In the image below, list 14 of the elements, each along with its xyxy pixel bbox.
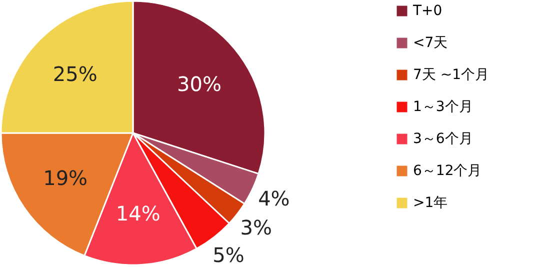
legend-label: <7天	[413, 35, 448, 51]
data-label: 5%	[212, 243, 244, 267]
legend-label: 7天 ~1个月	[413, 67, 489, 83]
legend-label: >1年	[413, 195, 448, 211]
data-label: 19%	[43, 166, 88, 190]
legend-label: T+0	[412, 3, 442, 19]
data-label: 4%	[258, 186, 290, 210]
data-label: 30%	[176, 72, 222, 96]
legend-label: 6～12个月	[413, 163, 482, 179]
data-label: 14%	[116, 202, 160, 226]
data-label: 3%	[240, 215, 272, 240]
legend-label: 1～3个月	[413, 99, 473, 115]
legend-label: 3～6个月	[413, 131, 473, 147]
data-label: 25%	[52, 62, 98, 86]
